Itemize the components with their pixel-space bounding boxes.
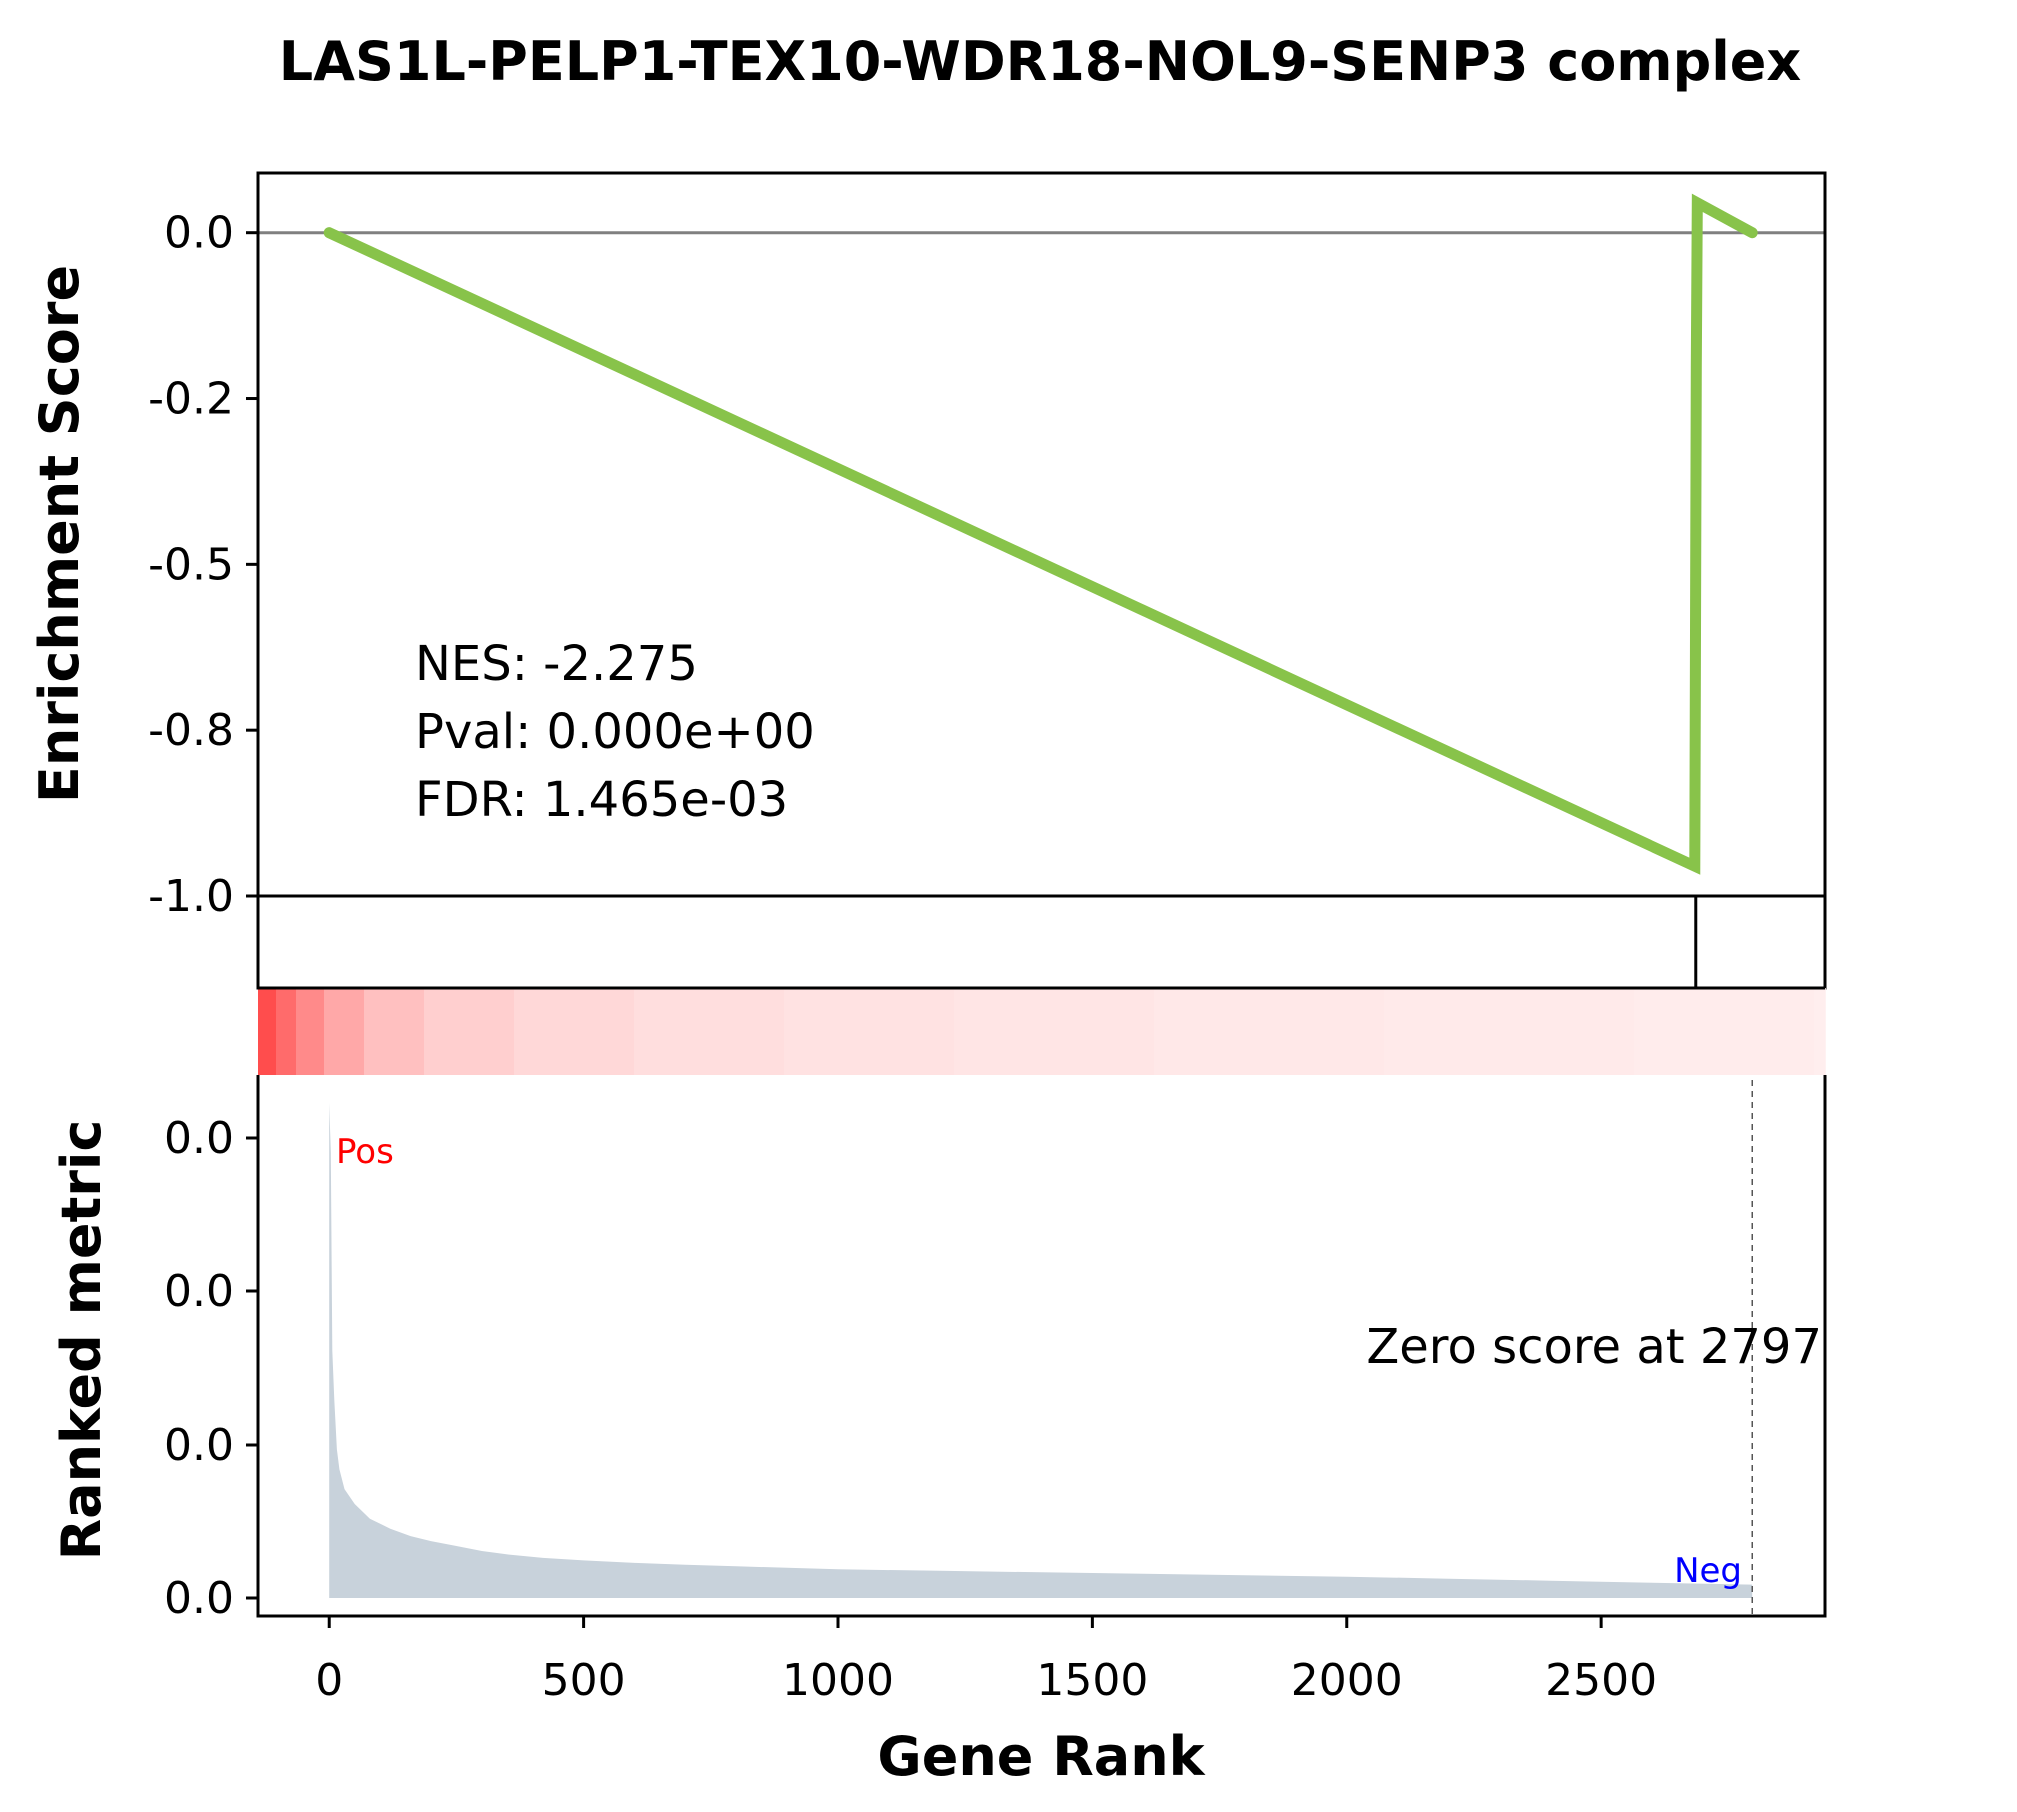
nes-statistic: NES: -2.275	[415, 636, 698, 692]
ranked-metric-panel-frame	[256, 1075, 1827, 1618]
negative-label: Neg	[1674, 1551, 1742, 1591]
enrichment-y-ticks: 0.0 -0.2 -0.5 -0.8 -1.0	[148, 208, 258, 922]
fdr-statistic: FDR: 1.465e-03	[415, 772, 788, 828]
enrichment-score-panel: 0.0 -0.2 -0.5 -0.8 -1.0 NES: -2.275 Pval: 0.…	[148, 171, 1827, 922]
gene-hit-panel	[256, 894, 1827, 990]
heat-strip-cell	[296, 988, 325, 1075]
heat-strip-cell	[514, 988, 635, 1075]
heat-strip-cell	[1154, 988, 1385, 1075]
ranked-metric-y-ticks: 0.0 0.0 0.0 0.0	[164, 1113, 258, 1624]
enrichment-y-tick-label: -1.0	[148, 871, 234, 922]
enrichment-y-tick-label: -0.5	[148, 539, 234, 590]
heat-strip-cell	[324, 988, 365, 1075]
heat-strip-cell	[784, 988, 955, 1075]
ranked-metric-y-tick-label: 0.0	[164, 1573, 234, 1624]
heat-strip-cell	[258, 988, 277, 1075]
x-tick-label: 500	[542, 1655, 626, 1706]
heat-strip-cell	[424, 988, 515, 1075]
heat-strip-cell	[1384, 988, 1635, 1075]
heat-strip-cell	[1814, 988, 1826, 1075]
ranked-metric-panel: Zero score at 2797 Pos Neg 0.0 0.0 0.0 0.0	[164, 1075, 1827, 1624]
ranked-metric-y-tick-label: 0.0	[164, 1420, 234, 1471]
enrichment-y-axis-label: Enrichment Score	[28, 265, 91, 803]
pval-statistic: Pval: 0.000e+00	[415, 704, 815, 760]
x-axis-label: Gene Rank	[877, 1725, 1205, 1788]
heat-strip-cell	[1634, 988, 1815, 1075]
enrichment-score-line	[323, 193, 1758, 875]
x-tick-label: 0	[315, 1655, 343, 1706]
positive-label: Pos	[336, 1132, 394, 1172]
heat-strip-cell	[634, 988, 785, 1075]
gene-rank-x-ticks: 0 500 1000 1500 2000 2500	[315, 1616, 1657, 1706]
x-tick-label: 1000	[782, 1655, 894, 1706]
ranked-metric-y-axis-label: Ranked metric	[50, 1120, 113, 1561]
heat-strip-cell	[276, 988, 297, 1075]
heat-strip-cell	[954, 988, 1155, 1075]
ranked-metric-y-tick-label: 0.0	[164, 1266, 234, 1317]
enrichment-y-tick-label: 0.0	[164, 208, 234, 259]
x-tick-label: 1500	[1036, 1655, 1148, 1706]
zero-score-label: Zero score at 2797	[1366, 1319, 1822, 1375]
ranked-metric-y-tick-label: 0.0	[164, 1113, 234, 1164]
heat-strip-cell	[364, 988, 425, 1075]
chart-title: LAS1L-PELP1-TEX10-WDR18-NOL9-SENP3 compl…	[279, 30, 1802, 93]
enrichment-y-tick-label: -0.8	[148, 705, 234, 756]
enrichment-y-tick-label: -0.2	[148, 374, 234, 425]
rank-heat-strip	[258, 986, 1826, 1075]
x-tick-label: 2000	[1291, 1655, 1403, 1706]
hit-panel-frame	[256, 894, 1827, 990]
x-tick-label: 2500	[1545, 1655, 1657, 1706]
